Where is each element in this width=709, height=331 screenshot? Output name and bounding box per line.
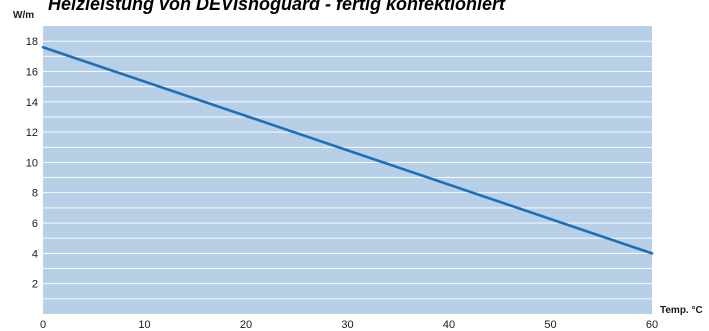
x-tick-label: 20 xyxy=(240,319,252,331)
y-tick-label: 12 xyxy=(26,127,38,139)
y-tick-label: 10 xyxy=(26,157,38,169)
y-tick-label: 6 xyxy=(32,218,38,230)
plot-area xyxy=(43,26,652,314)
y-tick-label: 16 xyxy=(26,66,38,78)
gridlines xyxy=(43,40,652,300)
x-tick-label: 0 xyxy=(40,319,46,331)
y-tick-label: 4 xyxy=(32,248,38,260)
x-tick-label: 30 xyxy=(341,319,353,331)
y-tick-label: 14 xyxy=(26,97,38,109)
y-tick-label: 8 xyxy=(32,188,38,200)
series-group xyxy=(41,45,654,255)
x-tick-label: 60 xyxy=(646,319,658,331)
x-axis-label: Temp. °C xyxy=(660,305,703,316)
x-tick-labels: 0 10 20 30 40 50 60 xyxy=(40,319,658,331)
series-line xyxy=(41,45,654,255)
x-tick-label: 50 xyxy=(544,319,556,331)
y-tick-labels: 2 4 6 8 10 12 14 16 18 xyxy=(26,36,38,291)
x-tick-label: 40 xyxy=(443,319,455,331)
y-axis-label: W/m xyxy=(13,10,34,21)
x-tick-label: 10 xyxy=(138,319,150,331)
y-tick-label: 2 xyxy=(32,279,38,291)
y-tick-label: 18 xyxy=(26,36,38,48)
chart-title: Heizleistung von DEVIsnoguard - fertig k… xyxy=(48,0,506,14)
